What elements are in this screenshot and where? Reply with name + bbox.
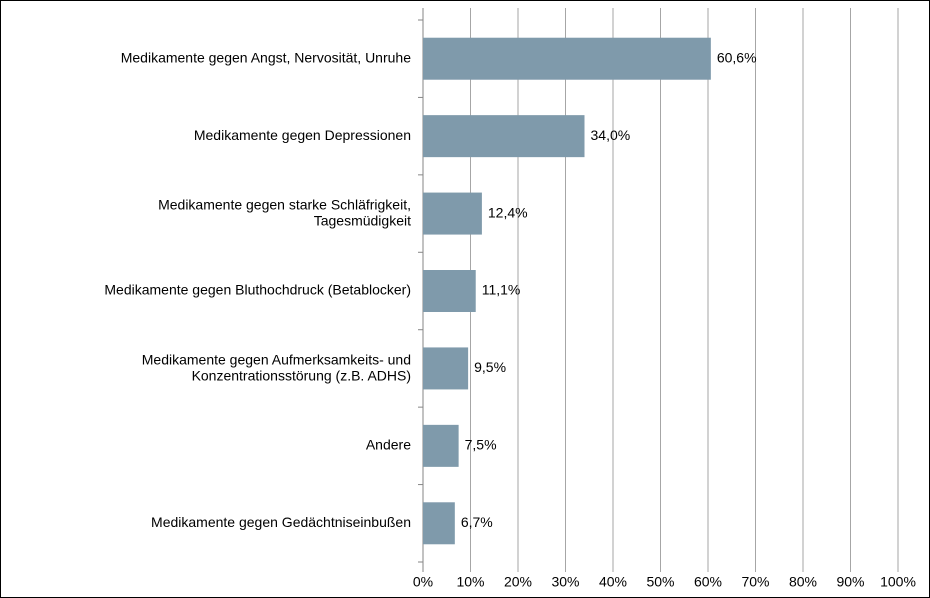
- category-label: Medikamente gegen starke Schläfrigkeit, T…: [158, 196, 411, 228]
- bar: [423, 115, 585, 158]
- bar: [423, 37, 711, 80]
- category-label: Andere: [366, 437, 411, 453]
- bar: [423, 424, 459, 467]
- value-label: 60,6%: [717, 49, 757, 65]
- value-label: 11,1%: [482, 282, 521, 298]
- x-tick-label: 0%: [413, 574, 433, 590]
- value-label: 7,5%: [465, 437, 497, 453]
- x-tick-label: 60%: [694, 574, 722, 590]
- x-tick-label: 20%: [504, 574, 532, 590]
- bar: [423, 192, 482, 235]
- category-label: Medikamente gegen Aufmerksamkeits- und Ko…: [142, 351, 411, 383]
- bar: [423, 502, 455, 545]
- category-label: Medikamente gegen Angst, Nervosität, Unr…: [121, 49, 411, 65]
- category-label: Medikamente gegen Depressionen: [194, 127, 411, 143]
- value-label: 12,4%: [488, 204, 528, 220]
- x-tick-label: 70%: [741, 574, 769, 590]
- x-tick-label: 40%: [599, 574, 627, 590]
- bar: [423, 270, 476, 312]
- value-label: 34,0%: [591, 127, 631, 143]
- value-label: 6,7%: [461, 514, 493, 530]
- x-tick-label: 50%: [646, 574, 674, 590]
- x-tick-label: 80%: [789, 574, 817, 590]
- value-label: 9,5%: [474, 359, 506, 375]
- x-tick-label: 90%: [836, 574, 864, 590]
- category-label: Medikamente gegen Bluthochdruck (Betablo…: [104, 282, 411, 298]
- x-tick-label: 100%: [880, 574, 916, 590]
- bar: [423, 347, 469, 390]
- x-tick-label: 10%: [456, 574, 484, 590]
- x-tick-label: 30%: [551, 574, 579, 590]
- category-label: Medikamente gegen Gedächtniseinbußen: [151, 514, 411, 530]
